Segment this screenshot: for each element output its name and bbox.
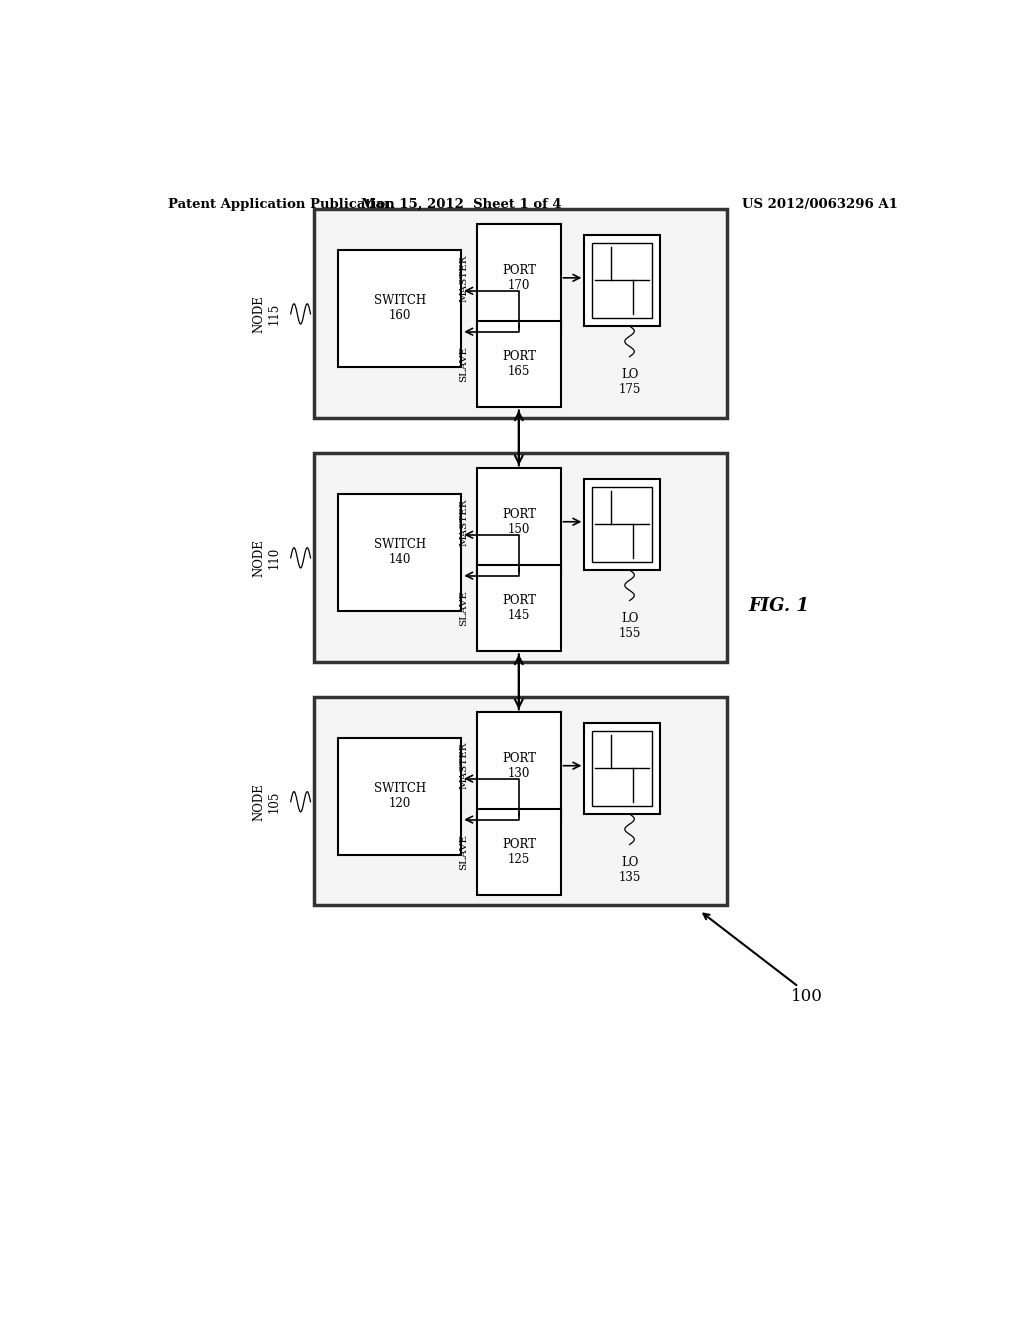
FancyBboxPatch shape <box>592 487 651 562</box>
Text: Mar. 15, 2012  Sheet 1 of 4: Mar. 15, 2012 Sheet 1 of 4 <box>361 198 561 211</box>
FancyBboxPatch shape <box>338 738 462 854</box>
FancyBboxPatch shape <box>585 235 659 326</box>
FancyBboxPatch shape <box>477 224 560 331</box>
FancyBboxPatch shape <box>477 469 560 576</box>
FancyBboxPatch shape <box>592 243 651 318</box>
Text: PORT
170: PORT 170 <box>502 264 536 292</box>
Text: NODE
115: NODE 115 <box>253 294 281 333</box>
Text: SLAVE: SLAVE <box>459 590 468 626</box>
Text: SLAVE: SLAVE <box>459 834 468 870</box>
FancyBboxPatch shape <box>477 565 560 651</box>
FancyBboxPatch shape <box>314 697 727 906</box>
Text: MASTER: MASTER <box>459 498 468 545</box>
FancyBboxPatch shape <box>585 722 659 814</box>
FancyBboxPatch shape <box>338 249 462 367</box>
Text: PORT
150: PORT 150 <box>502 508 536 536</box>
Text: PORT
165: PORT 165 <box>502 350 536 379</box>
Text: 100: 100 <box>791 989 822 1006</box>
FancyBboxPatch shape <box>314 453 727 661</box>
Text: SWITCH
160: SWITCH 160 <box>374 294 426 322</box>
FancyBboxPatch shape <box>338 494 462 611</box>
Text: PORT
125: PORT 125 <box>502 838 536 866</box>
Text: MASTER: MASTER <box>459 742 468 789</box>
Text: LO
175: LO 175 <box>618 368 641 396</box>
Text: SWITCH
140: SWITCH 140 <box>374 539 426 566</box>
FancyBboxPatch shape <box>477 809 560 895</box>
FancyBboxPatch shape <box>592 731 651 805</box>
FancyBboxPatch shape <box>477 321 560 408</box>
Text: PORT
145: PORT 145 <box>502 594 536 622</box>
Text: NODE
105: NODE 105 <box>253 783 281 821</box>
FancyBboxPatch shape <box>585 479 659 570</box>
Text: FIG. 1: FIG. 1 <box>749 597 809 615</box>
Text: SLAVE: SLAVE <box>459 346 468 383</box>
Text: NODE
110: NODE 110 <box>253 539 281 577</box>
Text: LO
135: LO 135 <box>618 855 641 884</box>
Text: Patent Application Publication: Patent Application Publication <box>168 198 394 211</box>
Text: SWITCH
120: SWITCH 120 <box>374 783 426 810</box>
FancyBboxPatch shape <box>314 210 727 417</box>
Text: LO
155: LO 155 <box>618 612 641 640</box>
Text: PORT
130: PORT 130 <box>502 751 536 780</box>
Text: MASTER: MASTER <box>459 253 468 301</box>
FancyBboxPatch shape <box>477 713 560 818</box>
Text: US 2012/0063296 A1: US 2012/0063296 A1 <box>742 198 898 211</box>
